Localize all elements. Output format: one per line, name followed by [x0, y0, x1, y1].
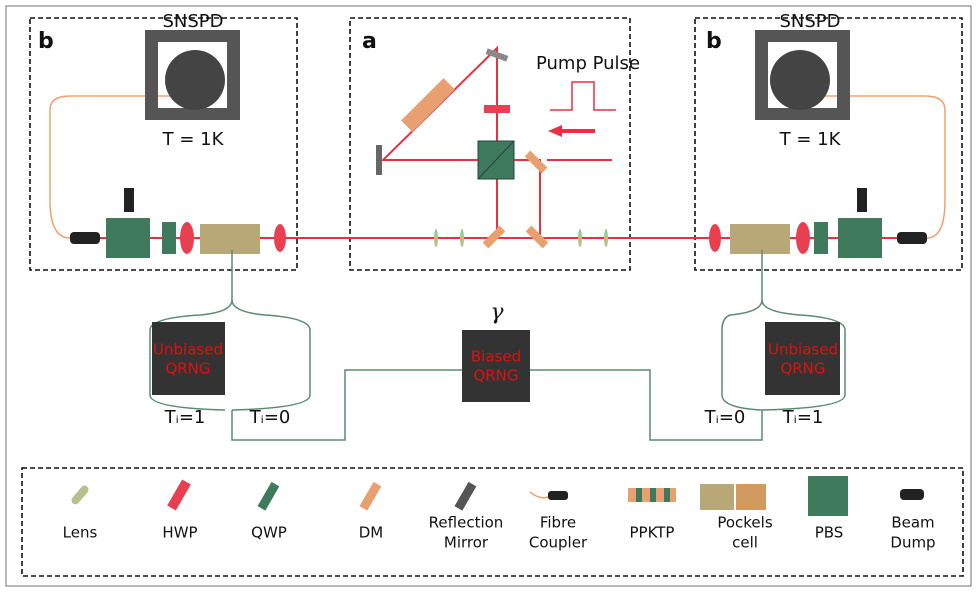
qrng-label: QRNG	[780, 360, 825, 378]
mirror	[376, 145, 382, 175]
bias-symbol: γ	[490, 300, 504, 325]
mirror	[485, 48, 509, 62]
qrng-label: QRNG	[165, 360, 210, 378]
legend-label: QWP	[251, 524, 287, 542]
qwp	[162, 222, 176, 254]
legend-label: DM	[359, 524, 384, 542]
laser-beam	[380, 45, 541, 238]
qrng-box	[765, 322, 840, 395]
snspd	[755, 30, 850, 120]
qrng-box	[462, 330, 530, 402]
legend-label: Mirror	[444, 534, 489, 552]
panel-box	[29, 17, 298, 271]
legend-icons	[71, 476, 924, 516]
legend-label: Beam	[891, 514, 934, 532]
output-label: Tᵢ=0	[704, 407, 746, 428]
legend-label: Reflection	[429, 514, 504, 532]
detector-label: SNSPD	[779, 11, 840, 32]
legend-box	[21, 467, 964, 577]
legend-label: Fibre	[540, 514, 576, 532]
ppktp	[401, 78, 455, 132]
panel-label: a	[362, 29, 377, 54]
beam-dump	[857, 188, 867, 212]
legend-label: HWP	[162, 524, 197, 542]
snspd	[770, 50, 830, 110]
dm	[525, 225, 549, 249]
fibre	[49, 95, 200, 239]
panel-label: b	[38, 29, 54, 54]
legend-label: PBS	[815, 524, 844, 542]
fibre	[800, 95, 946, 239]
legend-label: cell	[732, 534, 758, 552]
temperature-label: T = 1K	[162, 129, 225, 150]
panel-box	[694, 17, 963, 271]
pump-pulse	[550, 81, 616, 111]
hwp	[709, 224, 721, 252]
hwp	[484, 105, 510, 113]
temperature-label: T = 1K	[779, 129, 842, 150]
output-label: Tᵢ=1	[782, 407, 824, 428]
pockels-cell	[730, 224, 790, 254]
detector-label: SNSPD	[162, 11, 223, 32]
snspd	[145, 30, 240, 120]
pockels-cell	[200, 224, 260, 254]
qrng-box	[152, 322, 225, 395]
pump-arrow	[548, 125, 562, 137]
legend-label: PPKTP	[630, 524, 675, 542]
outer-border	[5, 5, 972, 587]
pbs	[477, 140, 515, 180]
fibre-coupler	[70, 232, 100, 244]
hwp	[180, 222, 194, 254]
beam-dump	[124, 188, 134, 212]
panel-box	[349, 17, 631, 271]
legend-label: Dump	[890, 534, 935, 552]
qwp	[814, 222, 828, 254]
cable	[530, 250, 846, 441]
qrng-label: Unbiased	[153, 341, 223, 359]
qrng-label: QRNG	[473, 367, 518, 385]
output-label: Tᵢ=1	[164, 407, 206, 428]
qrng-label: Biased	[471, 348, 521, 366]
lenses	[434, 229, 608, 247]
panel-label: b	[706, 29, 722, 54]
pbs	[106, 218, 150, 258]
qrng-label: Unbiased	[768, 341, 838, 359]
fibre-coupler	[897, 232, 927, 244]
legend-label: Coupler	[529, 534, 588, 552]
dm	[524, 150, 548, 174]
legend-label: Lens	[63, 524, 98, 542]
hwp	[796, 222, 810, 254]
snspd	[165, 50, 225, 110]
output-label: Tᵢ=0	[249, 407, 291, 428]
dm	[482, 225, 506, 249]
legend-label: Pockels	[717, 514, 772, 532]
pump-label: Pump Pulse	[536, 53, 640, 74]
pbs	[838, 218, 882, 258]
hwp	[274, 224, 286, 252]
